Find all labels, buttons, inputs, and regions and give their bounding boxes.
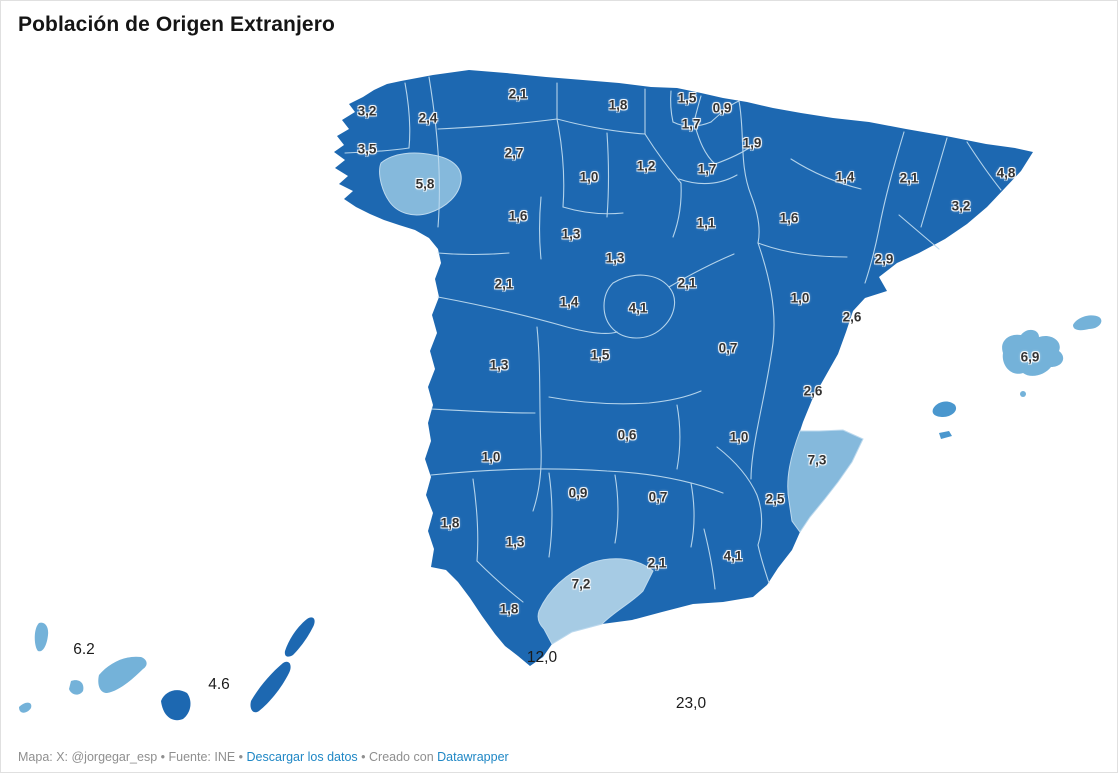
footer-separator: • [157, 750, 169, 764]
tenerife-island[interactable] [98, 656, 147, 693]
datawrapper-link[interactable]: Datawrapper [437, 750, 509, 764]
footer-source: Fuente: INE [168, 750, 236, 764]
formentera-island [939, 431, 952, 439]
alicante-region[interactable] [787, 429, 864, 533]
footer-separator: • [235, 750, 247, 764]
download-data-link[interactable]: Descargar los datos [246, 750, 358, 764]
malaga-region[interactable] [537, 558, 654, 645]
balearic-islands[interactable] [932, 315, 1102, 439]
gran-canaria-island[interactable] [161, 690, 191, 721]
footer: Mapa: X: @jorgegar_esp • Fuente: INE • D… [18, 750, 509, 764]
ibiza-island[interactable] [932, 401, 957, 417]
footer-created-with: Creado con [369, 750, 438, 764]
canary-islands[interactable] [19, 617, 315, 721]
mainland-spain-region[interactable] [334, 70, 1033, 666]
page-title: Población de Origen Extranjero [18, 13, 335, 36]
footer-separator: • [357, 750, 370, 764]
la-gomera-island[interactable] [69, 680, 84, 695]
lanzarote-island[interactable] [284, 617, 315, 657]
footer-credit: Mapa: X: @jorgegar_esp [18, 750, 158, 764]
la-palma-island[interactable] [34, 622, 49, 652]
cabrera-island [1020, 391, 1026, 397]
el-hierro-island[interactable] [19, 702, 32, 713]
province-borders [344, 76, 1002, 603]
ourense-region[interactable] [379, 152, 462, 216]
mallorca-island[interactable] [1002, 329, 1064, 376]
menorca-island[interactable] [1073, 315, 1102, 331]
fuerteventura-island[interactable] [250, 661, 291, 713]
